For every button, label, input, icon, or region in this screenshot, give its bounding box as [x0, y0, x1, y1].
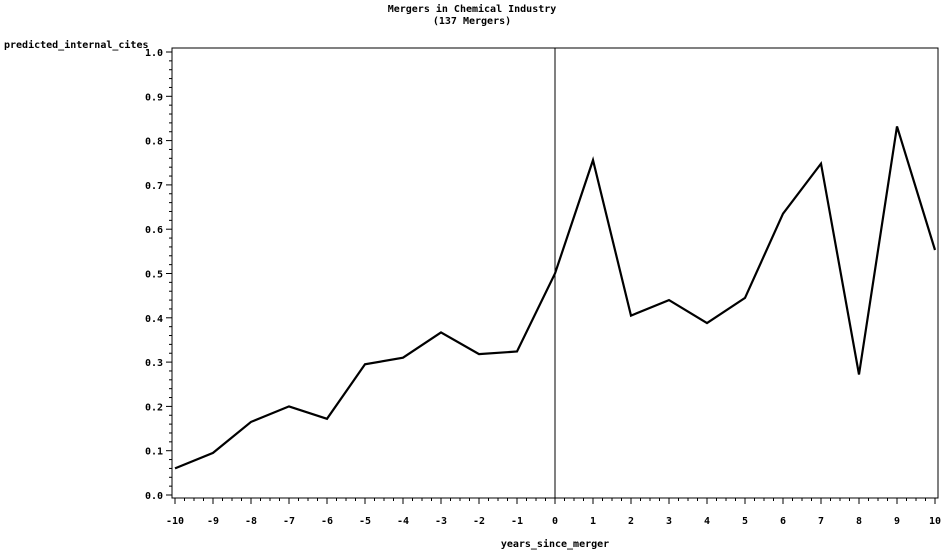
- y-axis: 0.0 0.1 0.2 0.3 0.4 0.5 0.6 0.7 0.8 0.9 1.0: [145, 48, 172, 502]
- y-tick-label: 0.3: [145, 358, 163, 369]
- x-tick-label: 8: [856, 516, 862, 527]
- x-axis-label: years_since_merger: [501, 538, 609, 550]
- x-tick-label: 9: [894, 516, 900, 527]
- y-tick-label: 0.6: [145, 225, 163, 236]
- x-tick-label: 7: [818, 516, 824, 527]
- y-tick-label: 0.8: [145, 137, 163, 148]
- x-tick-label: -9: [207, 516, 219, 527]
- y-tick-label: 0.5: [145, 270, 163, 281]
- x-tick-label: 0: [552, 516, 558, 527]
- chart-title: Mergers in Chemical Industry: [388, 3, 557, 15]
- x-tick-label: -6: [321, 516, 333, 527]
- x-tick-label: -2: [473, 516, 485, 527]
- x-tick-label: 4: [704, 516, 710, 527]
- x-tick-label: 5: [742, 516, 748, 527]
- y-tick-label: 0.0: [145, 491, 163, 502]
- x-tick-label: 1: [590, 516, 596, 527]
- y-tick-label: 0.9: [145, 92, 163, 103]
- y-tick-label: 0.7: [145, 181, 163, 192]
- x-tick-label: -7: [283, 516, 295, 527]
- x-tick-label: -1: [511, 516, 523, 527]
- x-tick-label: -4: [397, 516, 409, 527]
- series-layer: [174, 126, 937, 470]
- x-tick-label: 10: [929, 516, 941, 527]
- x-tick-label: 3: [666, 516, 672, 527]
- x-tick-label: 2: [628, 516, 634, 527]
- x-axis: -10 -9 -8 -7 -6 -5 -4 -3 -2 -1 0 1 2 3 4 5 6 7 8 9 10: [166, 498, 941, 527]
- x-tick-label: -8: [245, 516, 257, 527]
- y-tick-label: 0.1: [145, 447, 163, 458]
- chart-subtitle: (137 Mergers): [433, 16, 511, 27]
- x-tick-label: -10: [166, 516, 184, 527]
- x-tick-label: -5: [359, 516, 371, 527]
- x-tick-label: 6: [780, 516, 786, 527]
- y-tick-label: 0.4: [145, 314, 163, 325]
- y-tick-label: 1.0: [145, 48, 163, 59]
- y-axis-label: predicted_internal_cites: [4, 39, 149, 51]
- x-tick-label: -3: [435, 516, 447, 527]
- y-tick-label: 0.2: [145, 402, 163, 413]
